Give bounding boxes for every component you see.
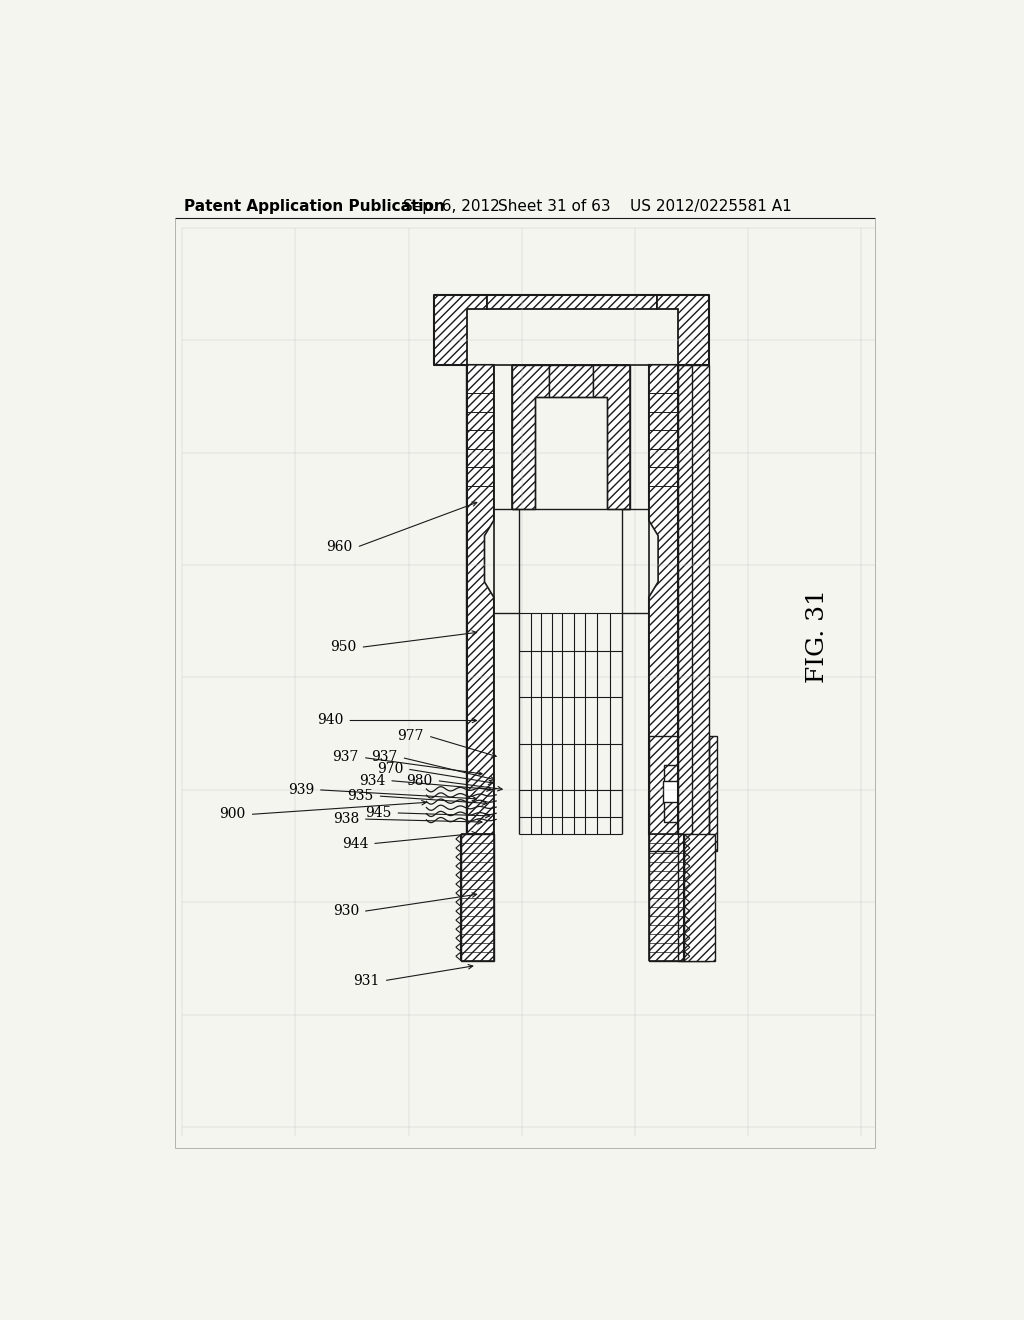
Text: 900: 900: [219, 808, 246, 821]
Text: 944: 944: [342, 837, 369, 850]
Text: 931: 931: [353, 974, 380, 987]
Text: Sheet 31 of 63: Sheet 31 of 63: [499, 198, 611, 214]
Text: Patent Application Publication: Patent Application Publication: [183, 198, 444, 214]
Polygon shape: [512, 364, 549, 508]
Polygon shape: [434, 296, 486, 364]
Text: 934: 934: [359, 774, 385, 788]
Text: 960: 960: [327, 540, 352, 554]
Text: Sep. 6, 2012: Sep. 6, 2012: [403, 198, 500, 214]
Text: 950: 950: [331, 640, 356, 655]
Text: 977: 977: [397, 729, 424, 743]
Polygon shape: [684, 834, 716, 961]
Polygon shape: [649, 364, 678, 834]
Polygon shape: [649, 737, 710, 851]
Text: 930: 930: [333, 904, 359, 919]
Polygon shape: [678, 364, 692, 834]
Text: 970: 970: [377, 762, 403, 776]
Text: 938: 938: [333, 812, 359, 826]
Polygon shape: [656, 296, 710, 364]
Text: 940: 940: [317, 714, 343, 727]
Polygon shape: [467, 364, 494, 834]
Text: 937: 937: [372, 751, 397, 764]
Polygon shape: [486, 296, 656, 309]
Text: 935: 935: [347, 789, 374, 803]
Polygon shape: [593, 364, 630, 508]
Text: 937: 937: [333, 751, 359, 764]
Text: 980: 980: [407, 774, 432, 788]
Text: 945: 945: [366, 807, 391, 820]
Text: 939: 939: [288, 783, 314, 797]
Polygon shape: [549, 364, 593, 397]
Text: FIG. 31: FIG. 31: [806, 589, 829, 682]
Polygon shape: [649, 834, 684, 961]
Bar: [663, 780, 684, 803]
Polygon shape: [461, 834, 494, 961]
Polygon shape: [678, 364, 717, 961]
Text: US 2012/0225581 A1: US 2012/0225581 A1: [630, 198, 792, 214]
